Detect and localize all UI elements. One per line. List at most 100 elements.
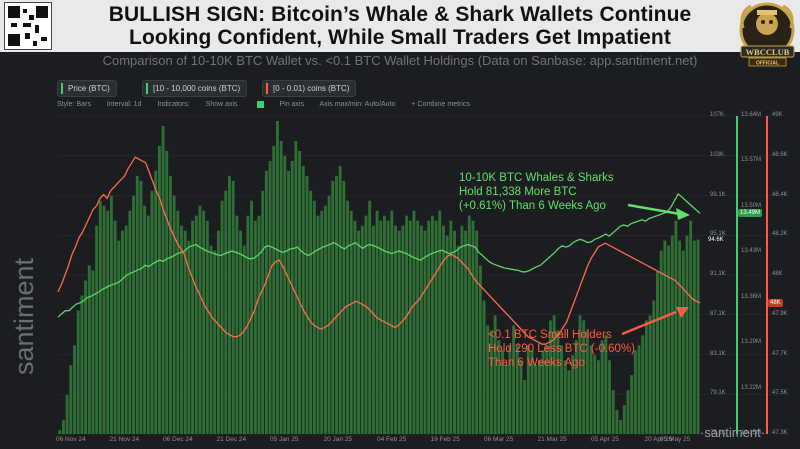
price-bar	[61, 420, 65, 434]
price-bar	[231, 180, 235, 434]
axis-maxmin-option[interactable]: Axis max/min: Auto/Auto	[319, 101, 396, 109]
santiment-watermark-small: ·santiment·	[700, 425, 766, 440]
price-bar	[261, 190, 265, 434]
price-bar	[224, 190, 228, 434]
price-bar	[512, 325, 516, 434]
price-bar	[242, 245, 246, 434]
price-bar	[65, 395, 69, 434]
combine-metrics-option[interactable]: + Combine metrics	[411, 101, 470, 109]
price-bar	[338, 165, 342, 434]
indicators-option[interactable]: Indicators:	[157, 101, 190, 109]
price-bar	[102, 205, 106, 434]
price-bar	[98, 200, 102, 434]
price-bar	[427, 220, 431, 434]
price-bar	[165, 150, 169, 434]
price-bar	[571, 355, 575, 434]
price-bar	[375, 210, 379, 434]
metric-chip-whales[interactable]: [10 - 10,000 coins (BTC)	[142, 80, 248, 97]
price-bar	[394, 225, 397, 434]
price-bar	[408, 220, 412, 434]
price-bar	[128, 210, 132, 434]
price-bar	[453, 230, 456, 434]
price-bar	[301, 165, 305, 434]
price-bar	[648, 315, 652, 434]
price-bar	[552, 315, 556, 434]
small-axis-tick: 48.2K	[772, 231, 788, 238]
price-bar	[589, 345, 593, 434]
logo-subtext: OFFICIAL	[756, 61, 779, 67]
price-axis-tick: 79.1K	[710, 390, 726, 397]
price-axis-tick: 103K	[710, 151, 725, 158]
annotation-arrows	[621, 203, 690, 336]
x-axis-tick: 05 Jan 25	[270, 436, 299, 443]
price-axis-tick: 99.1K	[710, 191, 726, 198]
small-holders-swatch	[266, 83, 268, 94]
style-option[interactable]: Style: Bars	[57, 101, 91, 109]
small-holders-annotation-line: Hold 290 Less BTC (-0.60%)	[488, 343, 636, 355]
price-bar	[121, 230, 124, 434]
price-bar	[220, 200, 224, 434]
price-bar	[183, 230, 187, 434]
price-bar	[331, 180, 335, 434]
metric-chip-small-holders[interactable]: [0 - 0.01) coins (BTC)	[262, 80, 357, 97]
price-bar	[264, 170, 268, 434]
metric-chip-price[interactable]: Price (BTC)	[57, 80, 117, 97]
small-axis-tick: 47.9K	[772, 310, 788, 317]
small-axis-tick: 48.4K	[772, 191, 788, 198]
price-bar	[146, 215, 150, 434]
price-bar	[611, 390, 615, 434]
price-bar	[619, 420, 623, 434]
price-bar	[154, 170, 158, 434]
whales-swatch	[146, 83, 148, 94]
svg-text:santiment: santiment	[9, 257, 39, 375]
price-bar	[216, 230, 220, 434]
price-bar	[596, 360, 600, 434]
price-bar	[327, 195, 331, 434]
price-bar	[637, 345, 641, 434]
price-bar	[585, 330, 589, 434]
price-bar	[467, 215, 471, 434]
price-bar	[644, 320, 648, 434]
chart-title-line-1: BULLISH SIGN: Bitcoin’s Whale & Shark Wa…	[108, 3, 692, 26]
price-bar	[275, 120, 279, 434]
price-bar	[685, 235, 689, 434]
price-bar	[401, 225, 405, 434]
price-bar	[689, 220, 693, 434]
price-bar	[430, 215, 434, 434]
x-axis-tick: 21 Dec 24	[216, 436, 247, 443]
price-bar	[368, 200, 372, 434]
price-bar	[253, 220, 257, 434]
price-bar	[268, 160, 272, 435]
price-bar	[106, 210, 110, 434]
price-bar	[305, 175, 309, 434]
whales-annotation: 10-10K BTC Whales & Sharks Hold 81,338 M…	[459, 171, 614, 213]
price-bar	[670, 235, 674, 434]
price-axis-tick: 91.1K	[710, 271, 726, 277]
price-bar	[515, 345, 519, 434]
price-bar	[205, 220, 209, 434]
price-bar	[357, 230, 361, 434]
pin-axis-option[interactable]: Pin axis	[279, 101, 304, 109]
price-bar	[578, 315, 582, 434]
interval-option[interactable]: Interval: 1d	[106, 101, 142, 109]
price-bar	[202, 210, 206, 434]
price-bar	[405, 215, 409, 434]
price-bar	[157, 145, 161, 434]
price-bar	[117, 240, 121, 434]
price-axis-tick: 83.1K	[710, 350, 726, 357]
price-bar	[641, 335, 645, 434]
whale-axis-tick: 13.22M	[741, 384, 762, 391]
price-bar	[423, 230, 427, 434]
pin-axis-checkbox[interactable]	[256, 101, 264, 108]
price-bar	[213, 250, 217, 434]
price-axis-tick: 87.1K	[710, 310, 726, 317]
x-axis-tick: 05 Apr 25	[591, 436, 619, 443]
santiment-watermark: santiment	[9, 257, 39, 375]
price-bar	[419, 225, 423, 434]
chart-subtitle: Comparison of 10-10K BTC Wallet vs. <0.1…	[102, 53, 698, 68]
whales-line	[57, 192, 701, 318]
price-bar	[150, 190, 154, 434]
price-bar	[283, 155, 287, 434]
price-bar	[508, 345, 512, 434]
show-axis-option[interactable]: Show axis	[205, 101, 238, 109]
